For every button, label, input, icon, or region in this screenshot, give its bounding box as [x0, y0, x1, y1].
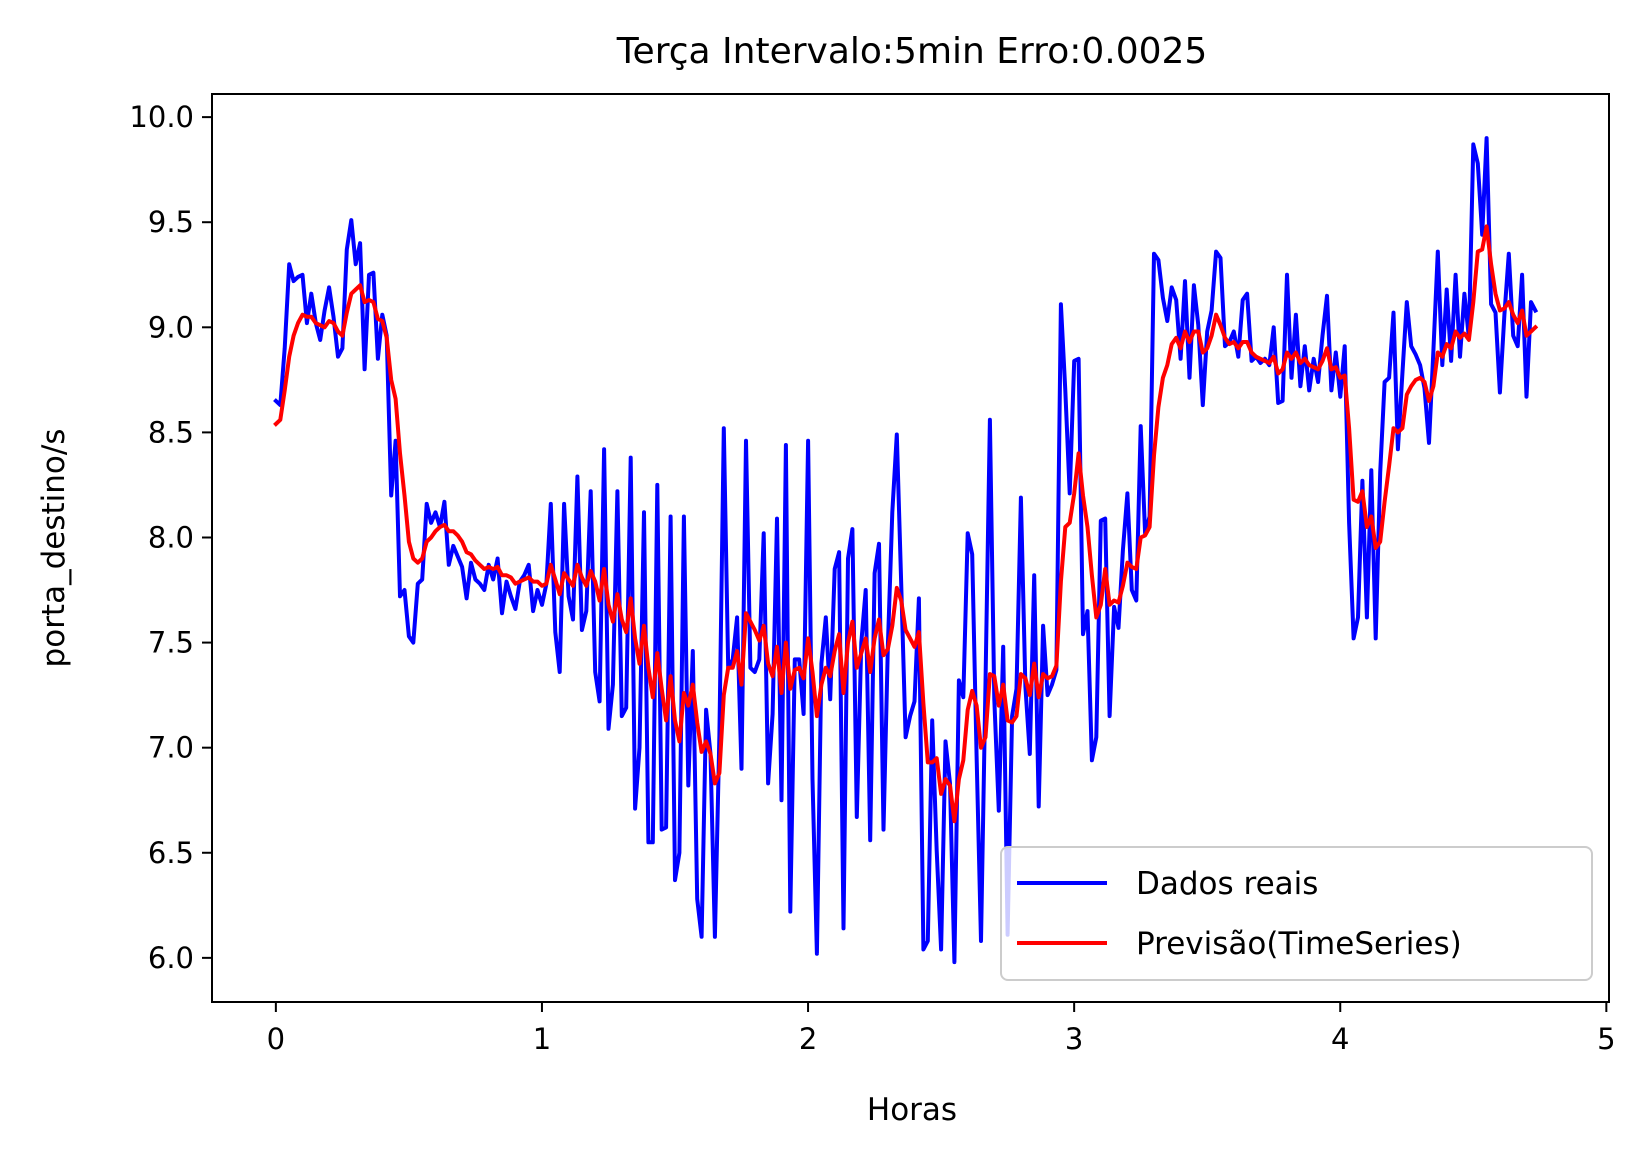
series-layer: [273, 136, 1539, 965]
y-tick-label: 6.0: [148, 941, 194, 975]
legend-label-previsao: Previsão(TimeSeries): [1136, 926, 1462, 962]
y-axis-title: porta_destino/s: [36, 429, 72, 668]
series-line-0: [273, 136, 1539, 965]
x-axis-title: Horas: [867, 1092, 957, 1128]
x-tick-label: 1: [533, 1022, 551, 1056]
x-axis: 0 1 2 3 4 5: [267, 1002, 1616, 1056]
legend: Dados reais Previsão(TimeSeries): [1000, 846, 1593, 981]
legend-label-dados-reais: Dados reais: [1136, 866, 1318, 902]
y-tick-label: 8.5: [148, 415, 194, 449]
series-line-1: [273, 224, 1539, 824]
y-tick-label: 10.0: [129, 100, 194, 134]
y-axis: 6.0 6.5 7.0 7.5 8.0 8.5 9.0 9.5 10.0: [129, 100, 212, 975]
x-tick-label: 2: [799, 1022, 817, 1056]
x-tick-label: 3: [1065, 1022, 1083, 1056]
plot-frame: [211, 93, 1610, 1003]
y-tick-label: 7.0: [148, 731, 194, 765]
y-tick-label: 8.0: [148, 520, 194, 554]
x-tick-label: 5: [1597, 1022, 1615, 1056]
legend-box: [1000, 846, 1593, 981]
y-tick-label: 9.5: [148, 205, 194, 239]
y-tick-label: 6.5: [148, 836, 194, 870]
y-tick-label: 7.5: [148, 626, 194, 660]
chart-title: Terça Intervalo:5min Erro:0.0025: [616, 31, 1208, 72]
x-tick-label: 4: [1331, 1022, 1349, 1056]
x-tick-label: 0: [267, 1022, 285, 1056]
y-tick-label: 9.0: [148, 310, 194, 344]
